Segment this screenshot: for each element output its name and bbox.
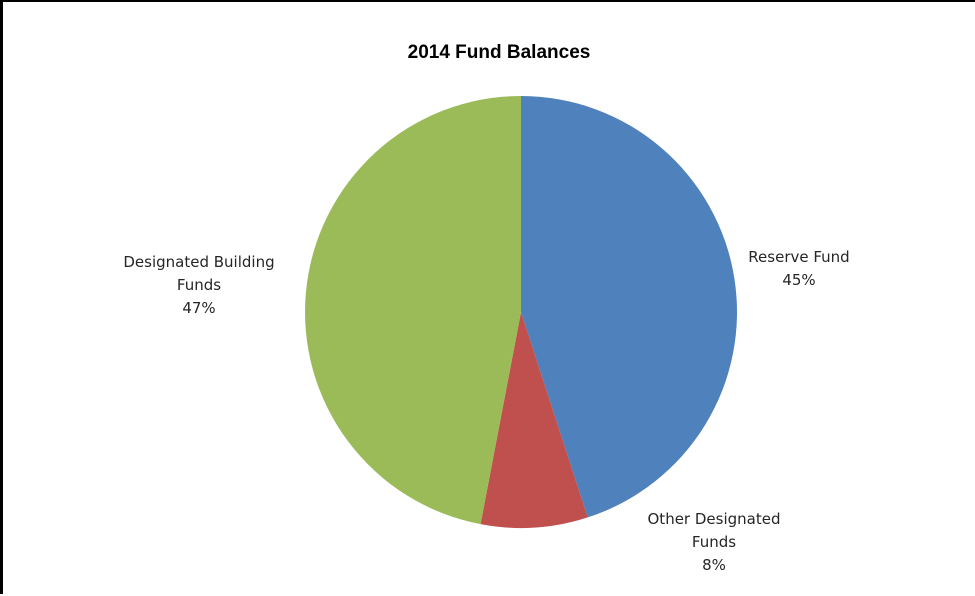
slice-label-other-designated-funds: Other Designated Funds 8% [648, 510, 781, 574]
pie-slice-other-designated-funds [480, 312, 588, 528]
slice-name-label: Funds [692, 533, 736, 551]
slice-percent-label: 8% [702, 556, 726, 574]
slice-percent-label: 45% [782, 271, 815, 289]
chart-title: 2014 Fund Balances [408, 42, 591, 63]
slice-labels: Reserve Fund 45% Other Designated Funds 8% De… [123, 248, 849, 574]
pie-slice-designated-building-funds [305, 96, 521, 525]
slice-name-label: Other Designated [648, 510, 781, 528]
slice-name-label: Designated Building [123, 253, 274, 271]
slice-name-label: Funds [177, 276, 221, 294]
pie-slice-reserve-fund [521, 96, 738, 518]
slice-name-label: Reserve Fund [748, 248, 849, 266]
pie-slices [305, 96, 738, 528]
slice-percent-label: 47% [182, 299, 215, 317]
slice-label-reserve-fund: Reserve Fund 45% [748, 248, 849, 289]
pie-chart: 2014 Fund Balances Reserve Fund 45% Other … [123, 42, 849, 574]
slice-label-designated-building-funds: Designated Building Funds 47% [123, 253, 274, 317]
